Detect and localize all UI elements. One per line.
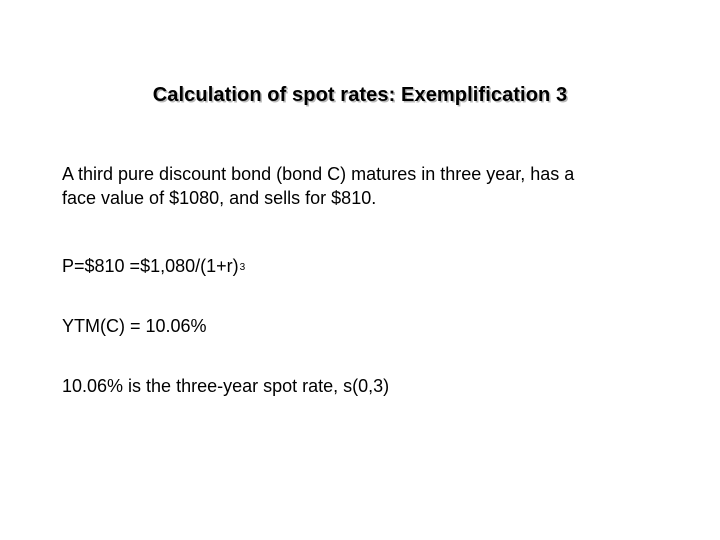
bond-description-line-1: A third pure discount bond (bond C) matu…: [62, 164, 575, 184]
price-formula-base: P=$810 =$1,080/(1+r): [62, 256, 239, 276]
spot-rate-conclusion: 10.06% is the three-year spot rate, s(0,…: [62, 376, 390, 396]
ytm-result: YTM(C) = 10.06%: [62, 316, 207, 336]
price-formula: P=$810 =$1,080/(1+r)3: [62, 254, 682, 278]
bond-description: A third pure discount bond (bond C) matu…: [62, 162, 682, 210]
slide-title: Calculation of spot rates: Exemplificati…: [152, 84, 568, 106]
price-formula-exponent: 3: [239, 262, 246, 273]
bond-description-line-2: face value of $1080, and sells for $810.: [62, 188, 377, 208]
